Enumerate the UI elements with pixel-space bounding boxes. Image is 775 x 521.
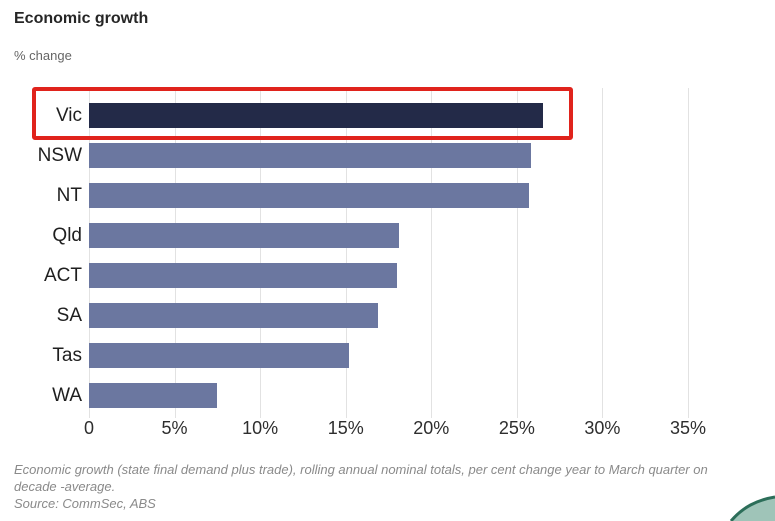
bar-nsw [89,143,531,168]
x-axis-tick-label: 0 [83,418,94,438]
category-label-sa: SA [56,305,82,326]
x-axis-tick-label: 20% [413,418,450,438]
gridline [602,88,604,418]
category-label-nsw: NSW [37,145,82,166]
gridline [688,88,689,418]
chart-subtitle: % change [14,48,72,63]
bar-nt [89,183,529,208]
x-axis-tick-label: 10% [242,418,279,438]
commsec-logo-swoosh-icon [729,495,775,521]
category-label-wa: WA [52,385,82,406]
bar-tas [89,343,350,368]
x-axis-tick-label: 30% [584,418,621,438]
gridline [431,88,433,418]
gridline [345,88,347,418]
category-label-act: ACT [44,265,82,286]
x-axis-tick-label: 25% [498,418,535,438]
bar-sa [89,303,379,328]
x-axis-tick-label: 5% [161,418,188,438]
category-label-nt: NT [56,185,82,206]
footnote-text: Economic growth (state final demand plus… [14,462,708,494]
bar-act [89,263,398,288]
category-label-qld: Qld [52,225,82,246]
category-label-vic: Vic [55,105,82,126]
footnote-source: Source: CommSec, ABS [14,496,156,511]
gridline [174,88,176,418]
bar-wa [89,383,218,408]
gridline [89,88,90,418]
highlight-box [32,87,573,140]
bar-chart: Vic NSW NT Qld ACT SA Tas WA 0 5% 10% 15% 20% 25% 30%… [0,86,775,446]
x-axis-tick-label: 35% [669,418,707,438]
bar-vic [89,103,543,128]
page-title: Economic growth [14,10,149,27]
gridline [260,88,262,418]
category-label-tas: Tas [52,345,82,366]
gridline [516,88,518,418]
footnote: Economic growth (state final demand plus… [14,461,732,512]
plot-area [89,88,689,418]
bar-qld [89,223,399,248]
x-axis-tick-label: 15% [327,418,364,438]
